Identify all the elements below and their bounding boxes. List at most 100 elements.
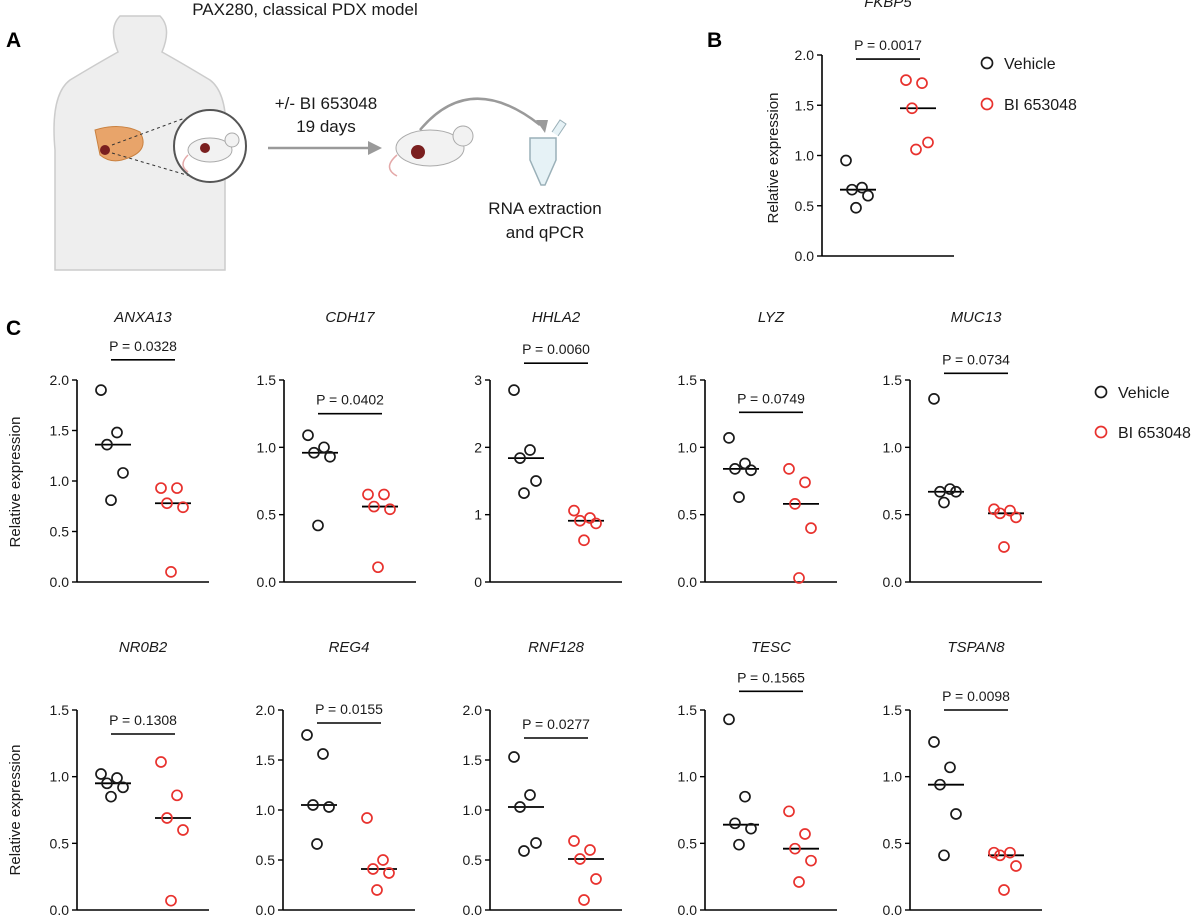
data-point bbox=[950, 808, 962, 820]
data-point bbox=[934, 485, 946, 498]
data-point bbox=[906, 102, 918, 115]
gene-title: FKBP5 bbox=[864, 0, 912, 11]
data-point bbox=[95, 768, 107, 780]
data-point bbox=[165, 894, 177, 907]
data-point bbox=[789, 498, 801, 510]
data-point bbox=[105, 790, 117, 803]
legend-vehicle-marker bbox=[980, 56, 994, 70]
legend-treated-marker bbox=[1094, 425, 1108, 439]
data-point bbox=[590, 873, 602, 885]
human-body-illustration bbox=[53, 15, 227, 271]
data-point bbox=[745, 464, 757, 477]
data-point bbox=[318, 441, 330, 454]
data-point bbox=[324, 450, 336, 463]
gene-title: TSPAN8 bbox=[947, 639, 1005, 656]
gene-title: NR0B2 bbox=[119, 639, 168, 656]
y-tick-label: 0.0 bbox=[256, 902, 276, 916]
data-point bbox=[938, 496, 950, 509]
data-point bbox=[367, 863, 379, 875]
y-tick-label: 2.0 bbox=[795, 47, 815, 63]
data-point bbox=[117, 781, 129, 794]
legend-top: Vehicle BI 653048 bbox=[980, 56, 1077, 114]
y-axis-label-c-row1: Relative expression bbox=[7, 417, 24, 548]
y-tick-label: 1.0 bbox=[50, 473, 70, 489]
data-point bbox=[729, 463, 741, 475]
data-point bbox=[934, 778, 946, 791]
data-point bbox=[383, 867, 395, 879]
y-tick-label: 0.5 bbox=[463, 852, 483, 868]
data-point bbox=[745, 822, 757, 835]
data-point bbox=[928, 393, 940, 405]
legend-vehicle-label: Vehicle bbox=[1004, 56, 1056, 73]
y-tick-label: 2 bbox=[474, 439, 482, 455]
tumor-icon bbox=[100, 145, 110, 155]
y-tick-label: 0 bbox=[474, 574, 482, 590]
data-point bbox=[846, 183, 858, 196]
data-point bbox=[568, 835, 580, 847]
data-point bbox=[805, 522, 817, 534]
panel-a-schematic: PAX280, classical PDX model +/- BI 65304… bbox=[53, 0, 602, 271]
data-point bbox=[922, 136, 934, 149]
data-point bbox=[105, 494, 117, 507]
p-value-label: P = 0.0749 bbox=[737, 390, 805, 406]
data-point bbox=[783, 805, 795, 818]
data-point bbox=[950, 485, 962, 498]
data-point bbox=[910, 143, 922, 156]
data-point bbox=[928, 736, 940, 748]
y-tick-label: 0.0 bbox=[795, 248, 815, 264]
data-point bbox=[155, 482, 167, 494]
data-point bbox=[840, 154, 852, 167]
gene-title: MUC13 bbox=[951, 309, 1003, 326]
data-point bbox=[994, 849, 1006, 862]
y-tick-label: 1 bbox=[474, 507, 482, 523]
gene-title: CDH17 bbox=[325, 309, 375, 326]
y-tick-label: 0.0 bbox=[883, 574, 903, 590]
extraction-arrow bbox=[419, 97, 541, 131]
y-axis-label-b: Relative expression bbox=[765, 93, 782, 224]
data-point bbox=[578, 894, 590, 906]
y-tick-label: 1.0 bbox=[678, 439, 698, 455]
arrowhead-icon bbox=[536, 120, 548, 133]
y-tick-label: 0.0 bbox=[463, 902, 483, 916]
plot-nr0b2: 0.0 0.5 1.0 1.5 NR0B2 P = 0.1308 bbox=[50, 639, 209, 916]
plot-hhla2: 0 1 2 3 HHLA2 P = 0.0060 bbox=[474, 309, 622, 590]
data-point bbox=[171, 789, 183, 802]
data-point bbox=[994, 507, 1006, 520]
tube-icon bbox=[529, 119, 567, 186]
data-point bbox=[739, 457, 751, 470]
p-value-label: P = 0.0098 bbox=[942, 688, 1010, 704]
y-tick-label: 1.5 bbox=[463, 752, 483, 768]
y-tick-label: 0.5 bbox=[883, 835, 903, 851]
data-point bbox=[1010, 860, 1022, 872]
p-value-label: P = 0.1308 bbox=[109, 712, 177, 728]
data-point bbox=[574, 514, 586, 527]
data-point bbox=[944, 761, 956, 774]
arrowhead-icon bbox=[368, 141, 382, 155]
y-tick-label: 1.5 bbox=[256, 752, 276, 768]
gene-title: HHLA2 bbox=[532, 309, 581, 326]
gene-title: REG4 bbox=[329, 639, 370, 656]
data-point bbox=[95, 384, 107, 396]
data-point bbox=[574, 853, 586, 865]
model-title: PAX280, classical PDX model bbox=[192, 0, 418, 19]
plot-lyz: 0.0 0.5 1.0 1.5 LYZ P = 0.0749 bbox=[678, 309, 837, 590]
data-point bbox=[171, 482, 183, 494]
y-tick-label: 1.5 bbox=[678, 702, 698, 718]
plot-muc13: 0.0 0.5 1.0 1.5 MUC13 P = 0.0734 bbox=[883, 309, 1042, 590]
p-value-label: P = 0.0277 bbox=[522, 716, 590, 732]
data-point bbox=[793, 876, 805, 888]
duration-label: 19 days bbox=[296, 117, 356, 136]
p-value-label: P = 0.0734 bbox=[942, 351, 1010, 367]
y-tick-label: 0.0 bbox=[50, 902, 70, 916]
y-tick-label: 1.0 bbox=[50, 769, 70, 785]
data-point bbox=[101, 438, 113, 451]
data-point bbox=[988, 846, 1000, 859]
p-value-label: P = 0.1565 bbox=[737, 669, 805, 685]
data-point bbox=[723, 432, 735, 444]
data-point bbox=[998, 884, 1010, 896]
data-point bbox=[729, 817, 741, 830]
y-tick-label: 1.0 bbox=[463, 802, 483, 818]
y-tick-label: 0.0 bbox=[678, 574, 698, 590]
data-point bbox=[117, 467, 129, 479]
